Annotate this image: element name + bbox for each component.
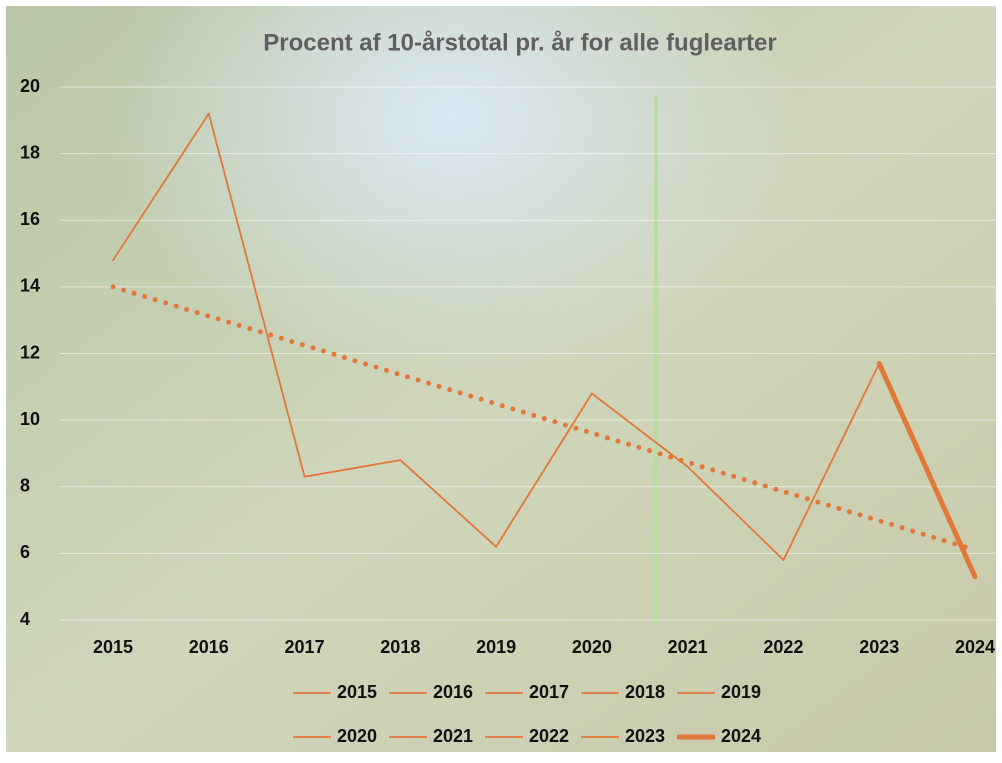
chart: Procent af 10-årstotal pr. år for alle f… bbox=[0, 0, 1002, 758]
x-tick-label: 2015 bbox=[93, 637, 133, 657]
legend-label: 2021 bbox=[433, 726, 473, 746]
legend-label: 2018 bbox=[625, 682, 665, 702]
x-tick-label: 2018 bbox=[380, 637, 420, 657]
legend-label: 2017 bbox=[529, 682, 569, 702]
y-tick-label: 8 bbox=[20, 476, 30, 496]
x-tick-label: 2022 bbox=[763, 637, 803, 657]
y-tick-label: 12 bbox=[20, 342, 40, 362]
y-tick-label: 10 bbox=[20, 409, 40, 429]
legend-label: 2022 bbox=[529, 726, 569, 746]
x-tick-label: 2020 bbox=[572, 637, 612, 657]
y-tick-label: 14 bbox=[20, 276, 40, 296]
y-tick-label: 18 bbox=[20, 142, 40, 162]
y-tick-label: 4 bbox=[20, 609, 30, 629]
x-tick-label: 2019 bbox=[476, 637, 516, 657]
legend-label: 2020 bbox=[337, 726, 377, 746]
legend-label: 2016 bbox=[433, 682, 473, 702]
chart-title: Procent af 10-årstotal pr. år for alle f… bbox=[263, 29, 777, 56]
y-tick-label: 16 bbox=[20, 209, 40, 229]
legend-label: 2023 bbox=[625, 726, 665, 746]
background-pole bbox=[654, 95, 658, 625]
x-tick-label: 2017 bbox=[285, 637, 325, 657]
x-tick-label: 2016 bbox=[189, 637, 229, 657]
legend-label: 2015 bbox=[337, 682, 377, 702]
x-tick-label: 2023 bbox=[859, 637, 899, 657]
y-tick-label: 20 bbox=[20, 76, 40, 96]
x-tick-label: 2021 bbox=[668, 637, 708, 657]
legend-label: 2019 bbox=[721, 682, 761, 702]
legend-label: 2024 bbox=[721, 726, 761, 746]
y-tick-label: 6 bbox=[20, 542, 30, 562]
x-tick-label: 2024 bbox=[955, 637, 995, 657]
